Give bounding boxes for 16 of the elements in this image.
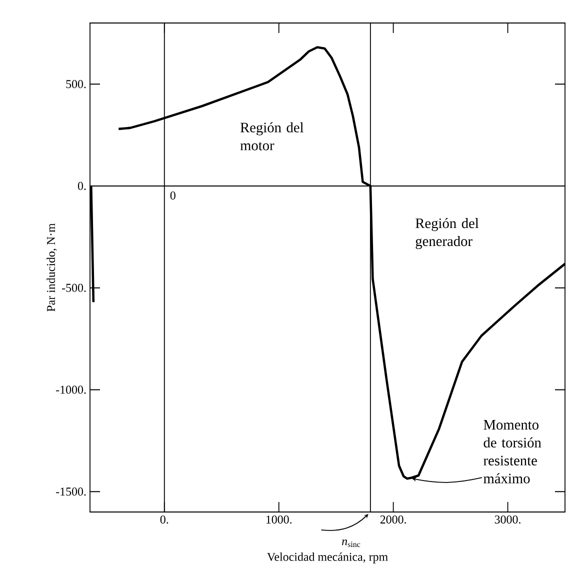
annotation: Región del motor: [240, 122, 304, 150]
y-tick-label: -500.: [62, 284, 86, 292]
x-axis-title: Velocidad mecánica, rpm: [267, 552, 388, 564]
y-tick-label: 500.: [66, 80, 86, 88]
annotation: Región del generador: [416, 218, 479, 250]
y-tick-label: -1500.: [56, 488, 86, 496]
x-tick-label: 1000.: [266, 516, 292, 524]
annotation: n$_{sinc}$: [342, 540, 360, 548]
annotation: 0: [170, 192, 176, 200]
x-tick-label: 0.: [160, 516, 168, 524]
x-tick-label: 3000.: [494, 516, 520, 524]
y-axis-title: Par inducido, N·m: [46, 223, 57, 312]
x-tick-label: 2000.: [380, 516, 406, 524]
annotation: Momento de torsión resistente máximo: [484, 420, 542, 484]
y-tick-label: -1000.: [56, 386, 86, 394]
y-tick-label: 0.: [78, 182, 86, 190]
